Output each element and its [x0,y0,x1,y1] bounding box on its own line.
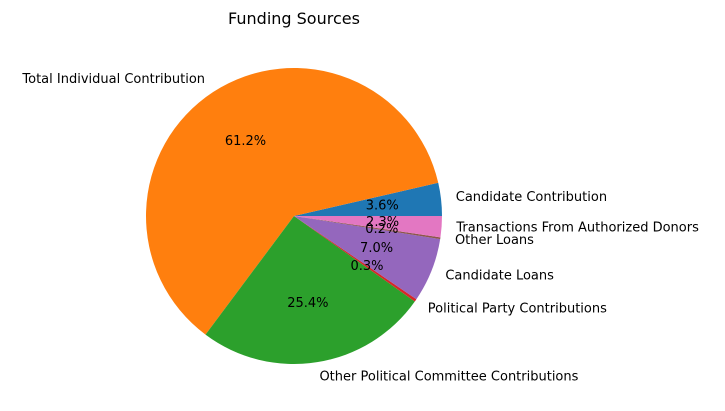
pct-label-candidate-loans: 7.0% [360,241,393,256]
pct-label-other-political-committee-contributions: 25.4% [287,296,328,311]
pie-slices [146,68,443,365]
slice-other-political-committee-contributions [205,216,415,365]
slice-label-other-loans: Other Loans [455,233,534,248]
pct-label-other-loans: 0.2% [365,222,398,237]
slice-other-loans [294,216,441,240]
slice-label-candidate-contribution: Candidate Contribution [456,190,607,205]
slice-label-political-party-contributions: Political Party Contributions [428,301,607,316]
pct-label-political-party-contributions: 0.3% [350,259,383,274]
slice-transactions-from-authorized-donors [294,216,442,238]
slice-label-total-individual-contribution: Total Individual Contribution [21,72,205,87]
slice-label-other-political-committee-contributions: Other Political Committee Contributions [319,369,578,384]
slice-candidate-contribution [294,182,443,216]
slice-candidate-loans [294,216,441,300]
pct-label-candidate-contribution: 3.6% [366,198,399,213]
pie-labels: Candidate Contribution 3.6% Total Individu… [21,72,699,384]
slice-total-individual-contribution [146,68,439,335]
chart-title: Funding Sources [228,9,360,28]
slice-political-party-contributions [294,216,417,302]
pct-label-transactions-from-authorized-donors: 2.3% [366,215,399,230]
pct-label-total-individual-contribution: 61.2% [225,134,266,149]
slice-label-candidate-loans: Candidate Loans [445,268,554,283]
slice-label-transactions-from-authorized-donors: Transactions From Authorized Donors [455,220,699,235]
